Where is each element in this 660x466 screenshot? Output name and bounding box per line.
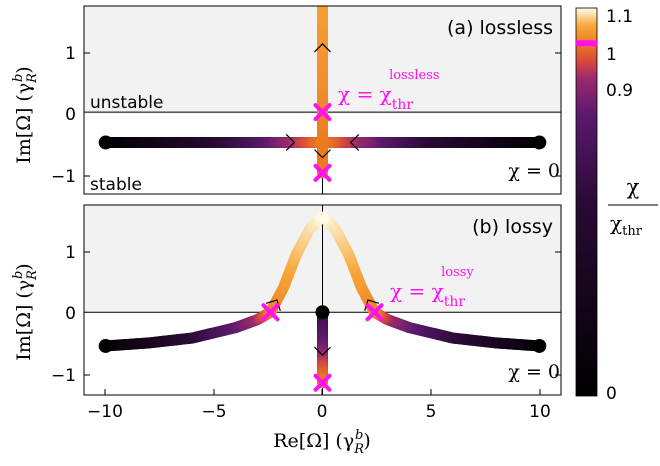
panel-a-ytick-label: 1 [65, 44, 76, 64]
y-axis-label-b: Im[Ω] (γRb) [11, 263, 40, 360]
colorbar: 1.1 1 0.9 0 χ χthr [575, 7, 658, 404]
start-point-marker [532, 135, 547, 150]
start-point-marker [98, 338, 113, 353]
xtick-label: 5 [426, 402, 437, 422]
colorbar-gradient [575, 7, 598, 397]
threshold-x-marker [313, 373, 332, 392]
threshold-x-stroke [365, 303, 384, 322]
panel-b-ytick-label: 1 [65, 243, 76, 263]
panel-a-yticks: 1 0 −1 [51, 44, 561, 187]
colorbar-tick-label: 1 [606, 45, 617, 65]
panel-a-frame [83, 5, 562, 195]
start-point-marker [532, 338, 547, 353]
colorbar-tick-label: 0 [606, 384, 617, 404]
threshold-x-marker [261, 303, 280, 322]
direction-arrow [314, 149, 331, 159]
panel-a-threshold-annotation: χ = χthrlossless [338, 68, 440, 113]
panel-lossy: (b) lossy χ = χthrlossy χ = 0 1 0 −1 −10… [51, 204, 562, 457]
direction-arrow [349, 134, 360, 151]
xtick-label: −10 [87, 402, 123, 422]
start-point-marker [315, 305, 330, 320]
panel-a-unstable-label: unstable [90, 93, 163, 113]
panel-b-ytick-label: 0 [65, 304, 76, 324]
threshold-x-stroke [313, 373, 332, 392]
panel-b-label: (b) lossy [472, 216, 553, 238]
panel-lossless: (a) lossless unstable stable χ = χthrlos… [51, 5, 562, 195]
panel-b-threshold-annotation: χ = χthrlossy [390, 265, 474, 310]
threshold-x-marker [365, 303, 384, 322]
direction-arrow [314, 346, 331, 357]
panel-b-yticks: 1 0 −1 [51, 243, 561, 386]
series-trajectory-1 [317, 211, 545, 352]
colorbar-label-numerator: χ [627, 175, 640, 199]
threshold-x-stroke [261, 303, 280, 322]
direction-arrow [364, 299, 380, 311]
panel-b-ytick-label: −1 [51, 366, 76, 386]
colorbar-threshold-marker [576, 40, 597, 47]
direction-arrow [314, 43, 331, 53]
xtick-label: 0 [317, 402, 328, 422]
threshold-x-marker [313, 103, 332, 122]
panel-a-stable-label: stable [90, 175, 142, 195]
threshold-x-stroke [313, 103, 332, 122]
direction-arrow [265, 299, 281, 311]
colorbar-tick-label: 1.1 [606, 7, 633, 27]
y-axis-label-a: Im[Ω] (γRb) [11, 66, 40, 163]
panel-b-chi-zero-annotation: χ = 0 [508, 361, 560, 383]
panel-a-ytick-label: −1 [51, 167, 76, 187]
panel-a-chi-zero-annotation: χ = 0 [508, 160, 560, 182]
panel-a-ytick-label: 0 [65, 105, 76, 125]
xtick-label: 10 [529, 402, 551, 422]
start-point-marker [98, 135, 113, 150]
xtick-label: −5 [201, 402, 226, 422]
colorbar-label-denominator: χthr [610, 211, 643, 239]
threshold-x-marker [313, 163, 332, 182]
panel-a-label: (a) lossless [447, 17, 553, 39]
x-axis-label: Re[Ω] (γRb) [273, 428, 370, 457]
colorbar-tick-label: 0.9 [606, 81, 633, 101]
direction-arrow [285, 134, 296, 151]
threshold-x-stroke [313, 163, 332, 182]
x-axis: −10 −5 0 5 10 Re[Ω] (γRb) [87, 389, 551, 457]
